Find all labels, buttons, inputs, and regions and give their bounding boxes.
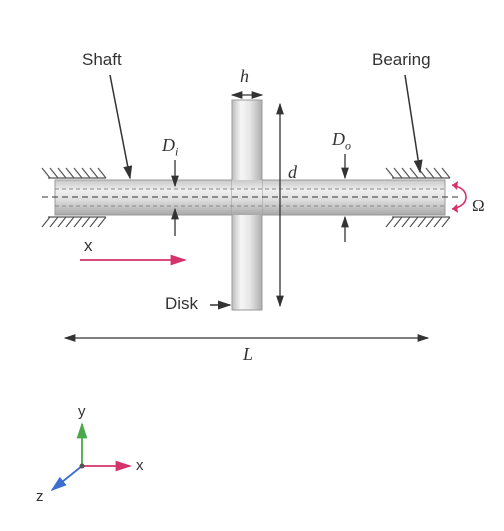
do-label: Do (332, 129, 351, 154)
disk-label: Disk (165, 294, 198, 314)
bearing-label: Bearing (372, 50, 431, 70)
L-label: L (243, 344, 253, 365)
omega-label: Ω (472, 196, 485, 216)
di-label: Di (162, 135, 178, 160)
coord-triad (52, 424, 130, 490)
rotor-diagram (0, 0, 504, 531)
axis-x-label: x (136, 457, 144, 474)
d-label: d (288, 162, 297, 183)
hatch-top-right (386, 168, 450, 178)
shaft-leader (110, 75, 130, 178)
hatch-bot-left (42, 217, 106, 227)
hatch-top-left (42, 168, 106, 178)
axis-z-label: z (36, 488, 44, 505)
axis-y-label: y (78, 403, 86, 420)
h-label: h (240, 66, 249, 87)
shaft-label: Shaft (82, 50, 122, 70)
bearing-leader (405, 75, 420, 172)
hatch-bot-right (386, 217, 450, 227)
x-arrow-label: x (84, 236, 93, 256)
